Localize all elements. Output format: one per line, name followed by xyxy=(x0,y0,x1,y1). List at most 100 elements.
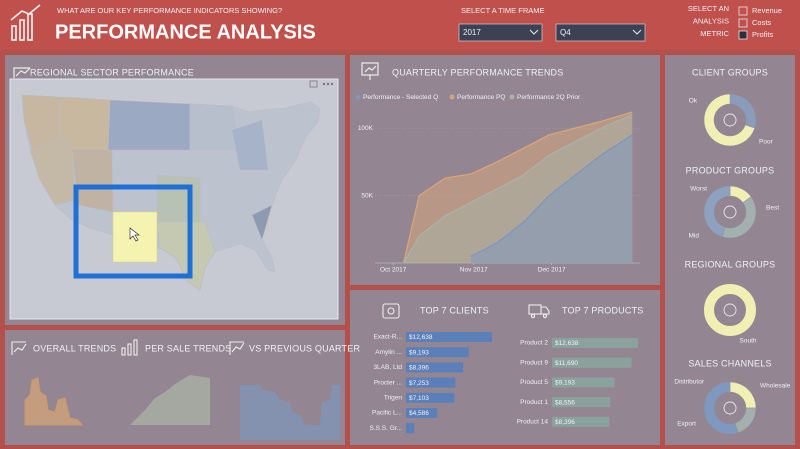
series-line xyxy=(470,134,633,257)
header-band xyxy=(0,0,800,50)
bar xyxy=(552,338,638,348)
header-title: PERFORMANCE ANALYSIS xyxy=(55,21,316,43)
bar-value-label: $8,396 xyxy=(409,365,429,372)
bar-category: Product 14 xyxy=(517,419,549,426)
donut-label: Best xyxy=(766,205,779,212)
donut-label: Poor xyxy=(759,139,774,146)
metric-checkbox[interactable] xyxy=(738,30,748,40)
bar-value-label: $9,193 xyxy=(555,380,575,387)
legend-label: Performance 2Q Prior xyxy=(517,94,581,101)
bar xyxy=(552,397,611,408)
selection-highlight xyxy=(73,184,193,279)
visual-header-icons[interactable] xyxy=(309,80,334,88)
bar-value-label: $8,396 xyxy=(555,419,575,426)
year-value: 2017 xyxy=(463,28,481,37)
per-sale-sparkline xyxy=(130,375,210,425)
vs-previous-sparkline xyxy=(240,385,340,440)
donut-title: CLIENT GROUPS xyxy=(692,67,768,77)
donut-segment xyxy=(703,381,739,435)
donut-icon xyxy=(723,401,737,415)
donut-segment xyxy=(703,185,731,238)
group-donuts: CLIENT GROUPS Ok Poor PRODUCT GROUPS Worst Be… xyxy=(674,67,791,435)
time-frame-label: SELECT A TIME FRAME xyxy=(461,6,545,15)
donut-title: REGIONAL GROUPS xyxy=(685,259,776,269)
bar-value-label: $7,103 xyxy=(409,395,429,402)
bar xyxy=(406,332,492,342)
clients-icon xyxy=(382,303,400,319)
bar-value-label: $12,638 xyxy=(555,340,579,347)
legend-swatch xyxy=(449,94,455,100)
donut-title: SALES CHANNELS xyxy=(688,358,771,368)
donut-label: South xyxy=(740,338,757,345)
map-title: REGIONAL SECTOR PERFORMANCE xyxy=(30,67,194,77)
series-line xyxy=(402,111,633,264)
x-tick-label: Dec 2017 xyxy=(538,267,566,274)
metric-checkbox[interactable] xyxy=(738,6,748,16)
overall-trend-sparkline xyxy=(24,377,84,426)
bar xyxy=(406,347,469,358)
trends-icon xyxy=(361,62,379,80)
legend-swatch xyxy=(355,94,361,100)
header-subtitle: WHAT ARE OUR KEY PERFORMANCE INDICATORS … xyxy=(57,6,282,15)
donut-segment xyxy=(704,284,756,336)
legend-swatch xyxy=(509,94,515,100)
bar-category: Procter ... xyxy=(374,379,402,386)
donut-label: Wholesale xyxy=(760,383,791,390)
bar xyxy=(406,392,455,403)
legend-label: Performance - Selected Q xyxy=(363,94,438,101)
trends-chart: Performance - Selected Q Performance PQ Pe… xyxy=(355,94,640,274)
bar-category: Product 9 xyxy=(520,359,548,366)
quarter-value: Q4 xyxy=(560,28,571,37)
x-tick-label: Nov 2017 xyxy=(460,267,488,274)
series-area xyxy=(471,134,633,263)
cursor xyxy=(129,227,141,242)
trend-panel-title: VS PREVIOUS QUARTER xyxy=(249,343,360,353)
bar-category: 3LAB, Ltd xyxy=(373,364,402,371)
products-icon xyxy=(528,304,550,319)
header-icon xyxy=(10,4,41,41)
bar xyxy=(406,377,456,388)
us-map xyxy=(21,94,321,291)
donut-icon xyxy=(723,113,737,127)
year-dropdown[interactable]: 2017 xyxy=(458,23,543,42)
y-tick-label: 50K xyxy=(361,192,373,199)
donut-label: Distributor xyxy=(674,379,704,386)
donut-icon xyxy=(723,303,737,317)
bar-category: S.S.S. Gr... xyxy=(369,425,402,432)
metric-option: Profits xyxy=(752,30,774,39)
donut-label: Worst xyxy=(690,186,707,193)
donut-label: Export xyxy=(677,421,696,428)
trend-panel-title: PER SALE TRENDS xyxy=(145,343,231,353)
top7-bars: Exact-R... $12,638 Amylin ... $9,193 3LAB, L… xyxy=(369,332,638,434)
bar-category: Product 2 xyxy=(520,340,548,347)
metric-checkbox[interactable] xyxy=(738,18,748,28)
trends-title: QUARTERLY PERFORMANCE TRENDS xyxy=(392,67,563,77)
bar-value-label: $4,586 xyxy=(409,410,429,417)
series-line xyxy=(403,114,633,264)
bar-category: Pacific L... xyxy=(372,410,402,417)
legend-label: Performance PQ xyxy=(457,94,505,101)
bar-value-label: $12,638 xyxy=(409,334,433,341)
quarter-dropdown[interactable]: Q4 xyxy=(555,23,646,42)
donut-label: Mid xyxy=(689,233,700,240)
trend-panel-title: OVERALL TRENDS xyxy=(33,343,116,353)
bar xyxy=(552,357,632,368)
bar-category: Product 1 xyxy=(520,399,548,406)
bar xyxy=(552,416,610,427)
bar-category: Exact-R... xyxy=(373,334,402,341)
bar xyxy=(406,362,464,373)
bar xyxy=(552,377,615,388)
bar-value-label: $8,556 xyxy=(555,399,575,406)
metric-label: SELECT AN xyxy=(688,4,729,13)
bar-category: Trigen xyxy=(384,395,403,402)
donut-label: Ok xyxy=(689,98,698,105)
bar-category: Amylin ... xyxy=(375,349,402,356)
y-tick-label: 100K xyxy=(358,125,374,132)
bar-value-label: $11,690 xyxy=(555,360,578,367)
bar-value-label: $7,253 xyxy=(409,380,429,387)
bar-category: Product 5 xyxy=(520,379,548,386)
bar xyxy=(406,423,415,434)
donut-icon xyxy=(723,205,737,219)
donut-segment xyxy=(703,93,756,147)
